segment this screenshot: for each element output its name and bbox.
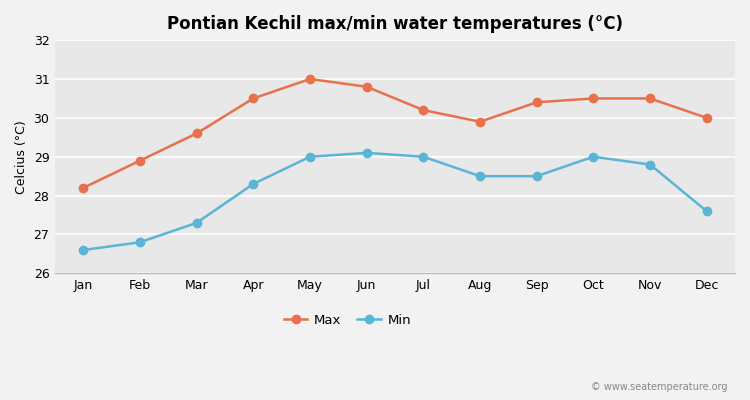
Min	[79, 248, 88, 252]
Min	[249, 182, 258, 186]
Max	[79, 186, 88, 190]
Min	[532, 174, 542, 178]
Min	[476, 174, 484, 178]
Title: Pontian Kechil max/min water temperatures (°C): Pontian Kechil max/min water temperature…	[167, 15, 623, 33]
Y-axis label: Celcius (°C): Celcius (°C)	[15, 120, 28, 194]
Min	[136, 240, 145, 245]
Min	[589, 154, 598, 159]
Max	[136, 158, 145, 163]
Min	[646, 162, 655, 167]
Legend: Max, Min: Max, Min	[278, 308, 416, 332]
Min	[192, 220, 201, 225]
Max	[532, 100, 542, 105]
Max	[702, 116, 711, 120]
Max	[419, 108, 428, 112]
Max	[249, 96, 258, 101]
Max	[192, 131, 201, 136]
Max	[362, 84, 371, 89]
Max	[305, 76, 314, 81]
Max	[646, 96, 655, 101]
Max	[589, 96, 598, 101]
Line: Max: Max	[80, 75, 711, 192]
Min	[305, 154, 314, 159]
Max	[476, 119, 484, 124]
Min	[362, 150, 371, 155]
Min	[419, 154, 428, 159]
Line: Min: Min	[80, 149, 711, 254]
Text: © www.seatemperature.org: © www.seatemperature.org	[591, 382, 728, 392]
Min	[702, 209, 711, 214]
